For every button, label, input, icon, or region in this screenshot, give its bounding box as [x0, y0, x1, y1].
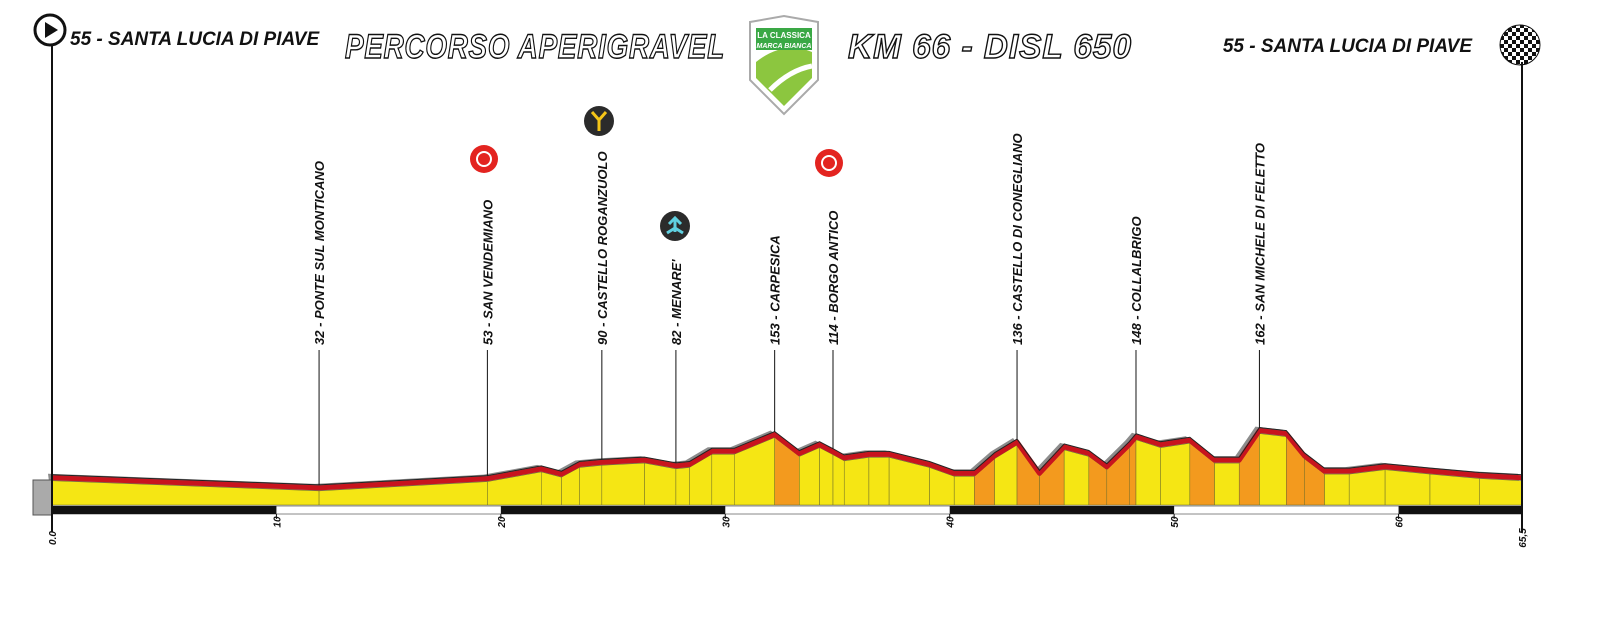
waypoint-label: 32 - PONTE SUL MONTICANO — [312, 161, 327, 345]
waypoint-label: 114 - BORGO ANTICO — [826, 211, 841, 345]
area-segment — [1324, 473, 1350, 506]
area-segment — [1479, 478, 1523, 506]
logo-bottom: MARCA BIANCA — [757, 43, 812, 50]
area-segment — [1348, 469, 1386, 506]
chart-title: PERCORSO APERIGRAVEL — [345, 28, 725, 66]
km-bar-segment — [500, 506, 726, 514]
area-segment — [1135, 439, 1161, 506]
end-label: 55 - SANTA LUCIA DI PIAVE — [1223, 36, 1473, 57]
x-tick-label: 40 — [946, 516, 957, 529]
km-bar-segment — [52, 506, 277, 514]
fork-icon — [584, 106, 614, 136]
junction-icon — [660, 211, 690, 241]
food-icon — [470, 145, 498, 173]
waypoint-label: 136 - CASTELLO DI CONEGLIANO — [1010, 133, 1025, 345]
km-bar-segment — [949, 506, 1175, 514]
area-segment — [601, 462, 645, 506]
area-segment — [819, 447, 834, 506]
logo-top: LA CLASSICA — [757, 31, 811, 40]
x-tick-label: 50 — [1170, 516, 1181, 528]
km-bar-segment — [1398, 506, 1522, 514]
profile-line — [51, 428, 1523, 491]
area-segment — [953, 476, 975, 506]
waypoint-label: 82 - MENARE' — [669, 259, 684, 345]
area-segment — [1384, 469, 1431, 506]
logo: LA CLASSICA MARCA BIANCA — [749, 14, 819, 116]
area-segment — [799, 447, 820, 506]
area-segment — [541, 471, 562, 506]
x-tick-label: 30 — [721, 516, 732, 528]
waypoint-label: 53 - SAN VENDEMIANO — [480, 200, 495, 345]
area-segment — [579, 465, 603, 506]
area-segment — [1259, 433, 1287, 506]
area-segment — [1129, 439, 1137, 506]
area-segment — [1429, 473, 1480, 506]
x-tick-label: 0.0 — [48, 531, 59, 545]
waypoint-label: 153 - CARPESICA — [768, 235, 783, 345]
area-segment — [1214, 462, 1240, 506]
start-block — [32, 479, 53, 516]
area-segment — [843, 457, 870, 506]
area-segment — [832, 454, 845, 506]
start-label: 55 - SANTA LUCIA DI PIAVE — [70, 29, 320, 50]
profile-edge — [51, 427, 1523, 486]
x-tick-label: 20 — [497, 516, 508, 529]
waypoint-label: 90 - CASTELLO ROGANZUOLO — [595, 151, 610, 345]
area-segment — [1063, 449, 1090, 506]
area-segment — [1160, 442, 1191, 506]
profile — [48, 426, 1523, 506]
start-icon — [33, 13, 67, 47]
x-tick-label: 65,5 — [1518, 528, 1529, 548]
x-tick-label: 60 — [1395, 516, 1406, 528]
area-segment — [868, 457, 890, 506]
waypoint-label: 148 - COLLALBRIGO — [1129, 216, 1144, 345]
finish-icon — [1499, 24, 1541, 66]
area-segment — [711, 454, 735, 506]
chart-subtitle: KM 66 - DISL 650 — [848, 28, 1132, 66]
food-icon — [815, 149, 843, 177]
area-segment — [675, 467, 690, 506]
waypoint-label: 162 - SAN MICHELE DI FELETTO — [1252, 143, 1267, 345]
area-segment — [644, 462, 677, 506]
x-tick-label: 10 — [272, 516, 283, 528]
